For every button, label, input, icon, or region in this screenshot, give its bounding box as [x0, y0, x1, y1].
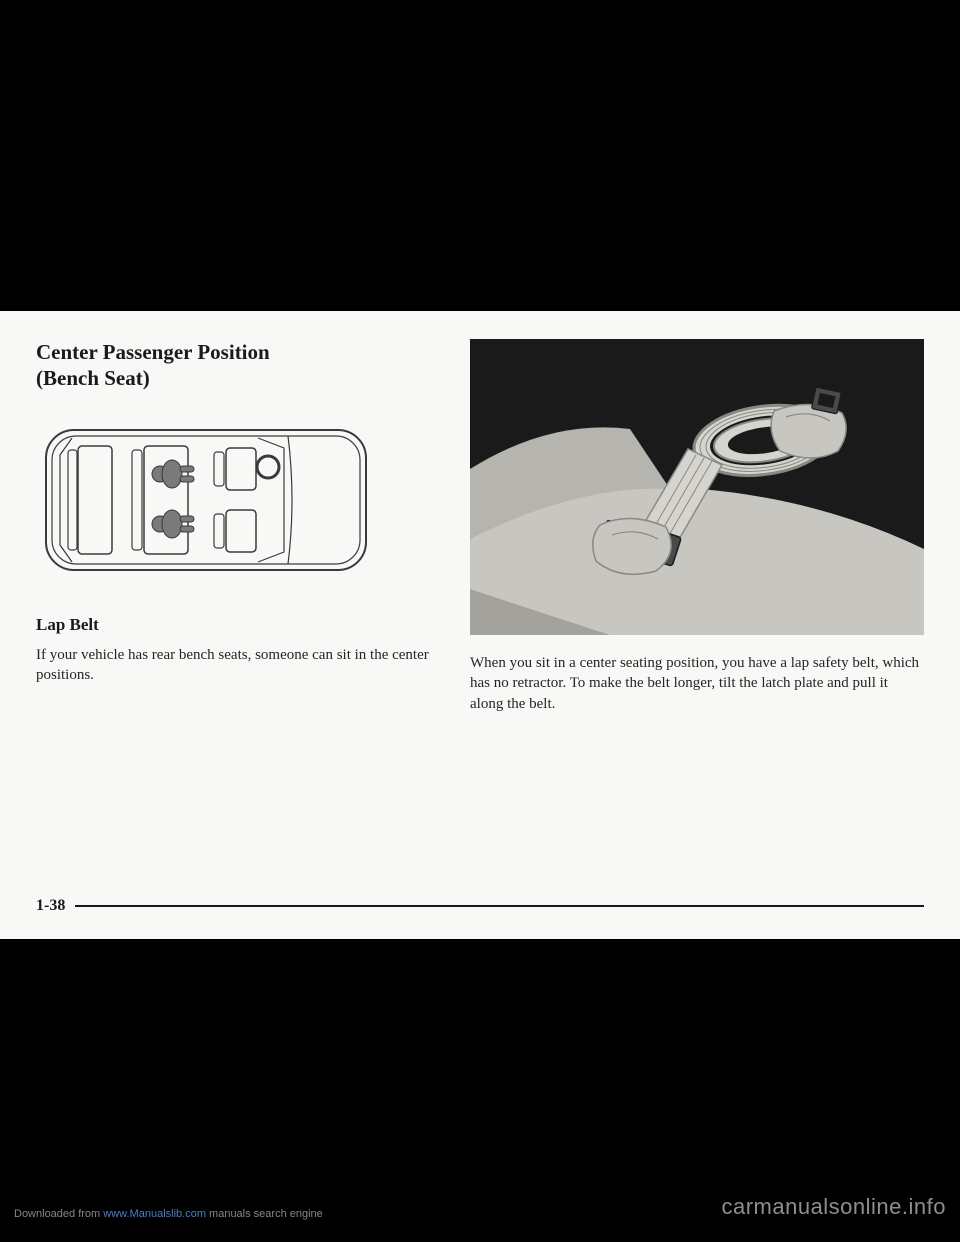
car-top-view-diagram	[36, 410, 376, 590]
right-body-text: When you sit in a center seating positio…	[470, 653, 924, 714]
page-number: 1-38	[36, 897, 65, 915]
wm-left-suffix: manuals search engine	[206, 1208, 323, 1220]
wm-left-prefix: Downloaded from	[14, 1208, 103, 1220]
content-columns: Center Passenger Position (Bench Seat)	[36, 339, 924, 714]
section-title: Center Passenger Position (Bench Seat)	[36, 339, 438, 392]
watermark-right: carmanualsonline.info	[721, 1194, 946, 1220]
manual-page: Center Passenger Position (Bench Seat)	[0, 311, 960, 939]
lap-belt-heading: Lap Belt	[36, 615, 438, 635]
page-footer: 1-38	[36, 897, 924, 915]
left-body-text: If your vehicle has rear bench seats, so…	[36, 645, 438, 686]
footer-rule	[75, 905, 924, 907]
title-line-1: Center Passenger Position	[36, 340, 270, 364]
wm-left-link: www.Manualslib.com	[103, 1208, 206, 1220]
right-column: When you sit in a center seating positio…	[470, 339, 924, 714]
lap-belt-illustration	[470, 339, 924, 635]
watermark-left: Downloaded from www.Manualslib.com manua…	[14, 1208, 323, 1220]
title-line-2: (Bench Seat)	[36, 366, 150, 390]
left-column: Center Passenger Position (Bench Seat)	[36, 339, 438, 714]
